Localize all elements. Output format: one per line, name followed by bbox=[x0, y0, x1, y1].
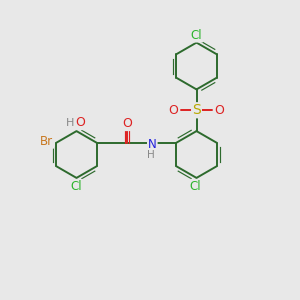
Text: N: N bbox=[148, 138, 157, 151]
Text: O: O bbox=[169, 104, 178, 117]
Text: H: H bbox=[147, 150, 155, 160]
Text: O: O bbox=[122, 117, 132, 130]
Text: O: O bbox=[75, 116, 85, 129]
Text: Cl: Cl bbox=[191, 28, 202, 42]
Text: Cl: Cl bbox=[71, 180, 82, 193]
Text: H: H bbox=[66, 118, 74, 128]
Text: Cl: Cl bbox=[189, 180, 201, 193]
Text: Br: Br bbox=[40, 135, 53, 148]
Text: S: S bbox=[192, 103, 201, 117]
Text: O: O bbox=[215, 104, 224, 117]
